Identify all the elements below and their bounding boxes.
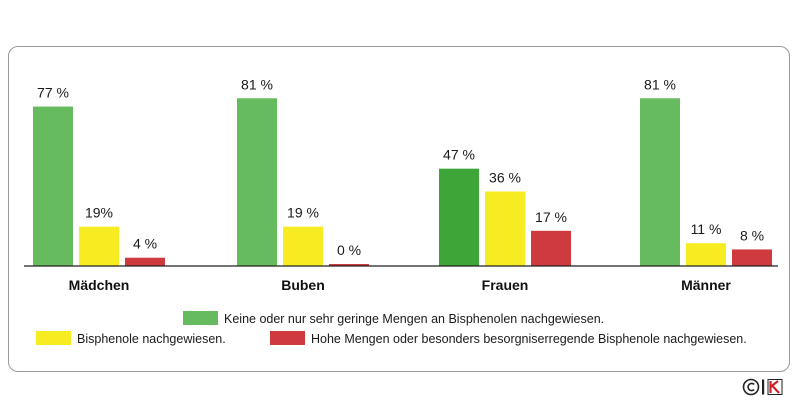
bar-maedchen-series-3 — [125, 257, 165, 266]
category-label-frauen: Frauen — [482, 277, 529, 293]
value-label-maedchen-series-1: 77 % — [37, 85, 69, 101]
bar-frauen-series-3 — [531, 230, 571, 266]
value-label-buben-series-1: 81 % — [241, 76, 273, 92]
legend-label-series-3: Hohe Mengen oder besonders besorgniserre… — [311, 332, 747, 346]
legend-label-series-2: Bisphenole nachgewiesen. — [77, 332, 226, 346]
value-label-frauen-series-2: 36 % — [489, 169, 521, 185]
legend-swatch-series-1 — [183, 311, 218, 325]
category-label-maedchen: Mädchen — [69, 277, 130, 293]
value-label-buben-series-2: 19 % — [287, 205, 319, 221]
legend-swatch-series-2 — [36, 331, 71, 345]
chart-frame — [8, 46, 790, 372]
legend-label-series-1: Keine oder nur sehr geringe Mengen an Bi… — [224, 312, 604, 326]
bar-maedchen-series-2 — [79, 226, 119, 266]
value-labels-layer: 77 % 19% 4 % 81 % 19 % 0 % 47 % 36 % 17 % 81 % 11 … — [37, 76, 764, 258]
bar-maenner-series-2 — [686, 243, 726, 266]
bar-maenner-series-1 — [640, 98, 680, 267]
value-label-maenner-series-2: 11 % — [691, 221, 722, 237]
copyright-logo-icon — [742, 378, 783, 396]
bar-maedchen-series-1 — [33, 106, 73, 267]
value-label-frauen-series-3: 17 % — [535, 209, 567, 225]
bar-buben-series-1 — [237, 98, 277, 267]
legend-swatch-series-3 — [270, 331, 305, 345]
value-label-maedchen-series-3: 4 % — [133, 236, 157, 252]
category-label-buben: Buben — [281, 277, 325, 293]
value-label-maedchen-series-2: 19% — [85, 205, 113, 221]
value-label-frauen-series-1: 47 % — [443, 147, 475, 163]
bars-layer — [33, 98, 772, 267]
bar-buben-series-3 — [329, 264, 369, 266]
bar-frauen-series-2 — [485, 191, 525, 266]
value-label-maenner-series-3: 8 % — [740, 227, 764, 243]
category-labels-layer: Mädchen Buben Frauen Männer — [69, 277, 732, 293]
bar-frauen-series-1 — [439, 168, 479, 266]
value-label-maenner-series-1: 81 % — [644, 76, 676, 92]
value-label-buben-series-3: 0 % — [337, 242, 361, 258]
category-label-maenner: Männer — [681, 277, 731, 293]
bar-buben-series-2 — [283, 226, 323, 266]
bar-maenner-series-3 — [732, 249, 772, 266]
legend: Keine oder nur sehr geringe Mengen an Bi… — [36, 311, 747, 346]
